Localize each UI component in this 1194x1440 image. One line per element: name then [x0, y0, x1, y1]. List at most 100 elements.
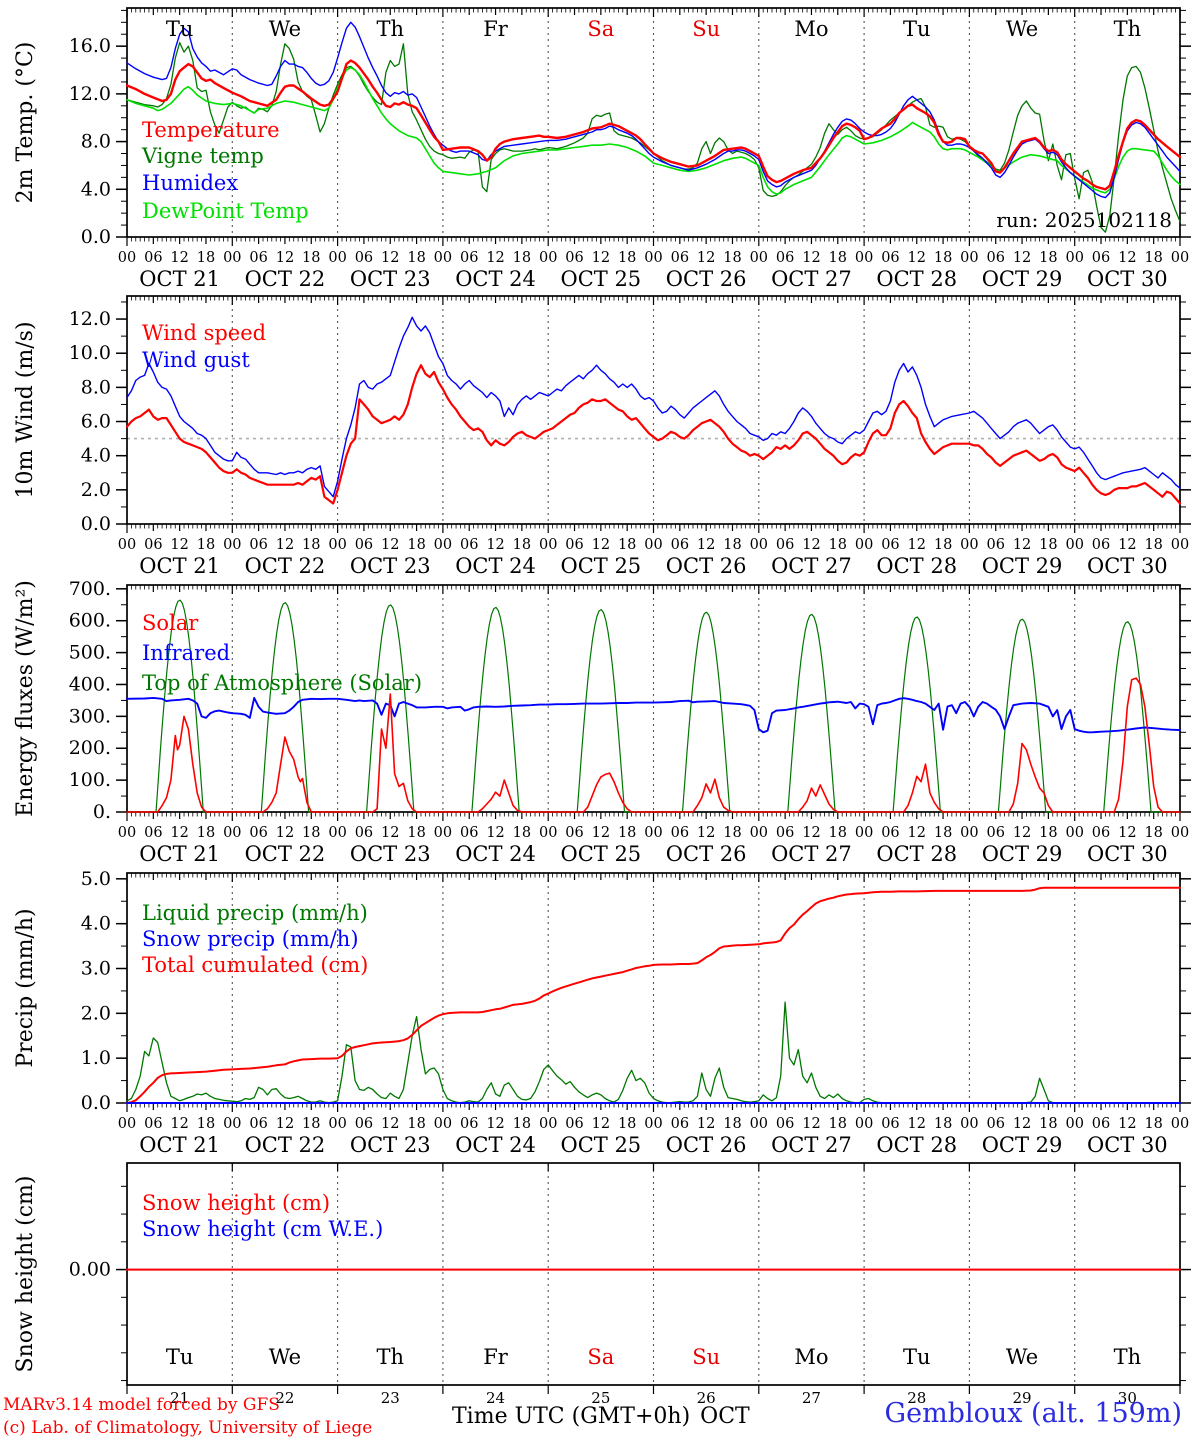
x-hour-label: 06 — [1092, 825, 1110, 841]
x-hour-label: 00 — [960, 250, 978, 266]
x-hour-label: 06 — [144, 1116, 162, 1132]
x-hour-label: 18 — [723, 825, 741, 841]
x-hour-label: 06 — [355, 1116, 373, 1132]
x-day-number: 23 — [381, 1389, 400, 1407]
day-name: Mo — [794, 1345, 828, 1369]
x-hour-label: 00 — [328, 250, 346, 266]
x-hour-label: 06 — [1092, 537, 1110, 553]
x-hour-label: 18 — [1144, 537, 1162, 553]
x-hour-label: 00 — [118, 250, 136, 266]
y-tick-label: 500. — [69, 642, 111, 664]
x-day-number: 24 — [486, 1389, 505, 1407]
x-date-label: OCT 25 — [560, 842, 641, 866]
x-hour-label: 18 — [197, 825, 215, 841]
x-hour-label: 00 — [328, 825, 346, 841]
x-hour-label: 18 — [197, 537, 215, 553]
x-hour-label: 18 — [302, 1116, 320, 1132]
x-hour-label: 00 — [223, 1116, 241, 1132]
x-date-label: OCT 27 — [771, 1133, 852, 1157]
x-hour-label: 12 — [697, 825, 715, 841]
x-hour-label: 00 — [434, 825, 452, 841]
wind-speed-line — [125, 364, 1182, 505]
x-hour-label: 18 — [513, 1116, 531, 1132]
x-hour-label: 06 — [460, 1116, 478, 1132]
legend-top-of-atmosphere: Top of Atmosphere (Solar) — [142, 671, 422, 695]
x-hour-label: 12 — [1013, 250, 1031, 266]
x-hour-label: 12 — [592, 537, 610, 553]
x-date-label: OCT 22 — [245, 842, 326, 866]
x-date-label: OCT 22 — [245, 1133, 326, 1157]
legend-wind-speed: Wind speed — [142, 321, 266, 345]
x-hour-label: 00 — [118, 1116, 136, 1132]
x-date-label: OCT 26 — [666, 842, 747, 866]
y-tick-label: 0.0 — [81, 513, 111, 535]
x-hour-label: 06 — [355, 537, 373, 553]
x-hour-label: 06 — [986, 1116, 1004, 1132]
x-date-label: OCT 30 — [1087, 1133, 1168, 1157]
x-hour-label: 06 — [565, 1116, 583, 1132]
x-hour-label: 00 — [750, 537, 768, 553]
x-hour-label: 00 — [328, 1116, 346, 1132]
run-label: run: 2025102118 — [996, 208, 1172, 232]
x-hour-label: 18 — [407, 825, 425, 841]
y-tick-label: 8.0 — [81, 131, 111, 153]
x-hour-label: 18 — [407, 1116, 425, 1132]
x-hour-label: 00 — [855, 250, 873, 266]
y-tick-label: 2.0 — [81, 1002, 111, 1024]
y-tick-label: 100. — [69, 769, 111, 791]
x-hour-label: 00 — [855, 825, 873, 841]
x-hour-label: 00 — [434, 1116, 452, 1132]
x-hour-label: 06 — [565, 250, 583, 266]
legend-infrared: Infrared — [142, 641, 230, 665]
x-hour-label: 06 — [776, 825, 794, 841]
x-hour-label: 06 — [355, 250, 373, 266]
model-credit-line2: (c) Lab. of Climatology, University of L… — [3, 1418, 373, 1438]
x-hour-label: 12 — [276, 1116, 294, 1132]
x-hour-label: 18 — [618, 537, 636, 553]
x-hour-label: 12 — [802, 250, 820, 266]
x-hour-label: 12 — [170, 1116, 188, 1132]
x-date-label: OCT 29 — [982, 1133, 1063, 1157]
x-hour-label: 12 — [381, 825, 399, 841]
x-hour-label: 00 — [960, 1116, 978, 1132]
x-hour-label: 12 — [170, 250, 188, 266]
x-hour-label: 06 — [986, 250, 1004, 266]
x-hour-label: 00 — [539, 250, 557, 266]
x-date-label: OCT 24 — [455, 842, 536, 866]
x-hour-label: 06 — [460, 250, 478, 266]
x-hour-label: 00 — [644, 825, 662, 841]
y-tick-label: 200. — [69, 737, 111, 759]
x-hour-label: 12 — [486, 537, 504, 553]
day-name: Tu — [903, 1345, 931, 1369]
y-tick-label: 0.0 — [81, 226, 111, 248]
panel-energy-fluxes: 0. 100. 200. 300. 400. 500. 600. 700. 00 06 12 18 00… — [13, 578, 1191, 866]
x-hour-label: 06 — [144, 250, 162, 266]
x-hour-label: 12 — [1118, 1116, 1136, 1132]
x-hour-label: 18 — [934, 825, 952, 841]
x-hour-label: 06 — [881, 250, 899, 266]
day-name: Th — [1114, 17, 1142, 41]
x-hour-label: 06 — [460, 825, 478, 841]
x-hour-label: 00 — [539, 825, 557, 841]
x-hour-label: 00 — [1065, 537, 1083, 553]
x-hour-label: 18 — [513, 825, 531, 841]
x-hour-label: 06 — [671, 825, 689, 841]
station-label: Gembloux (alt. 159m) — [884, 1398, 1182, 1429]
legend-liquid-precip: Liquid precip (mm/h) — [142, 901, 368, 925]
x-day-number: 26 — [697, 1389, 716, 1407]
x-date-label: OCT 27 — [771, 267, 852, 291]
panel-2m-temperature: 0.0 4.0 8.0 12.0 16.0 00 06 12 18 00 06 12 18 00 06 12 1… — [13, 7, 1191, 291]
x-date-label: OCT 21 — [139, 267, 220, 291]
x-hour-label: 00 — [855, 1116, 873, 1132]
x-hour-label: 18 — [934, 537, 952, 553]
x-date-label: OCT 26 — [666, 267, 747, 291]
x-day-number: 25 — [591, 1389, 610, 1407]
x-axis-month: OCT — [700, 1404, 750, 1429]
x-hour-label: 06 — [460, 537, 478, 553]
x-date-label: OCT 22 — [245, 267, 326, 291]
legend-humidex: Humidex — [142, 171, 238, 195]
x-hour-label: 00 — [223, 537, 241, 553]
x-date-label: OCT 29 — [982, 267, 1063, 291]
x-hour-label: 18 — [829, 537, 847, 553]
